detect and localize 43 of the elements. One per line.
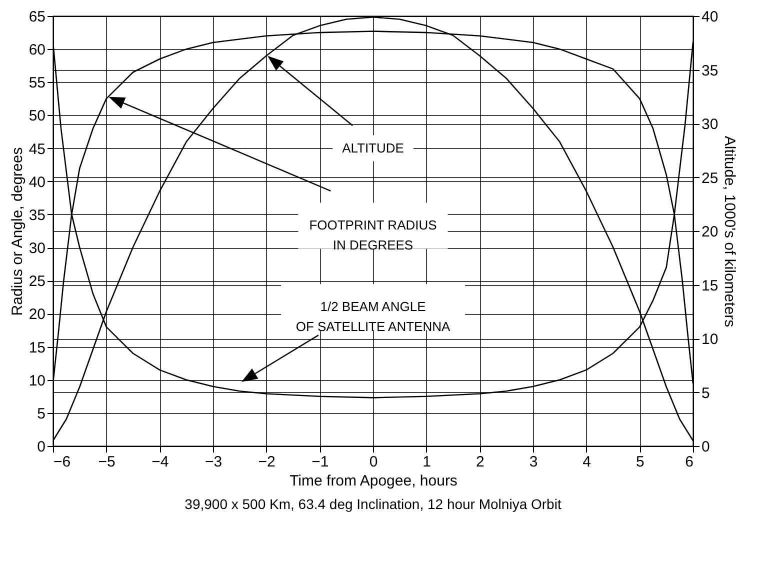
y-tick-label: 60 — [28, 42, 46, 59]
y2-tick-label: 20 — [702, 224, 718, 240]
x-tick-label: 3 — [529, 454, 538, 470]
x-tick-label: −6 — [54, 454, 71, 470]
x-tick-label: 2 — [476, 454, 484, 470]
y-tick-label: 45 — [28, 140, 46, 158]
y-tick-label: 20 — [28, 306, 46, 324]
annotation: FOOTPRINT RADIUS IN DEGREES — [309, 218, 438, 253]
y2-tick-label: 5 — [702, 384, 710, 402]
x-tick-label: −4 — [152, 454, 169, 470]
annotation: ALTITUDE — [342, 140, 404, 156]
x-axis-title: Time from Apogee, hours — [290, 472, 458, 490]
y-tick-label: 65 — [28, 8, 46, 26]
y-tick-label: 15 — [28, 339, 46, 356]
y-tick-label: 40 — [28, 174, 46, 191]
y-tick-label: 25 — [28, 273, 46, 290]
annotation: 1/2 BEAM ANGLE OF SATELLITE ANTENNA — [296, 299, 450, 334]
x-tick-label: −2 — [258, 454, 276, 470]
y2-tick-label: 0 — [702, 438, 710, 456]
y-tick-label: 35 — [28, 206, 46, 224]
text: 39,900 x 500 Km, 63.4 deg Inclination, 12 hour Molniya Orbit — [184, 496, 562, 512]
y2-tick-label: 30 — [702, 116, 718, 133]
y-tick-label: 50 — [28, 108, 46, 125]
y2-tick-label: 35 — [702, 62, 718, 80]
y-tick-label: 55 — [28, 74, 46, 92]
x-tick-label: −1 — [312, 454, 329, 470]
y-tick-label: 5 — [37, 405, 46, 422]
x-tick-label: 4 — [582, 454, 592, 470]
y2-tick-label: 40 — [702, 8, 718, 26]
x-tick-label: −5 — [98, 454, 116, 470]
y-tick-label: 10 — [28, 372, 46, 390]
y-axis-title: Radius or Angle, degrees — [8, 147, 26, 316]
x-tick-label: 0 — [369, 454, 378, 470]
y-tick-label: 30 — [28, 240, 46, 258]
y2-tick-label: 10 — [702, 331, 718, 348]
x-tick-label: 6 — [685, 454, 694, 470]
y2-axis-title: Altitude, 1000's of kilometers — [721, 136, 738, 328]
x-tick-label: −3 — [204, 454, 222, 470]
x-tick-label: 1 — [422, 454, 432, 470]
y-tick-label: 0 — [37, 438, 46, 456]
y2-tick-label: 15 — [702, 277, 718, 294]
x-tick-label: 5 — [636, 454, 644, 470]
y2-tick-label: 25 — [702, 170, 718, 187]
